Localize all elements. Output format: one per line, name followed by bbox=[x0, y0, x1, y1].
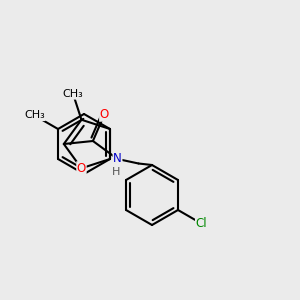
Text: Cl: Cl bbox=[196, 217, 207, 230]
Text: N: N bbox=[113, 152, 122, 166]
Text: O: O bbox=[77, 162, 86, 175]
Text: CH₃: CH₃ bbox=[24, 110, 45, 121]
Text: H: H bbox=[112, 167, 120, 177]
Text: O: O bbox=[100, 108, 109, 121]
Text: H: H bbox=[112, 167, 120, 177]
Text: CH₃: CH₃ bbox=[63, 89, 83, 99]
